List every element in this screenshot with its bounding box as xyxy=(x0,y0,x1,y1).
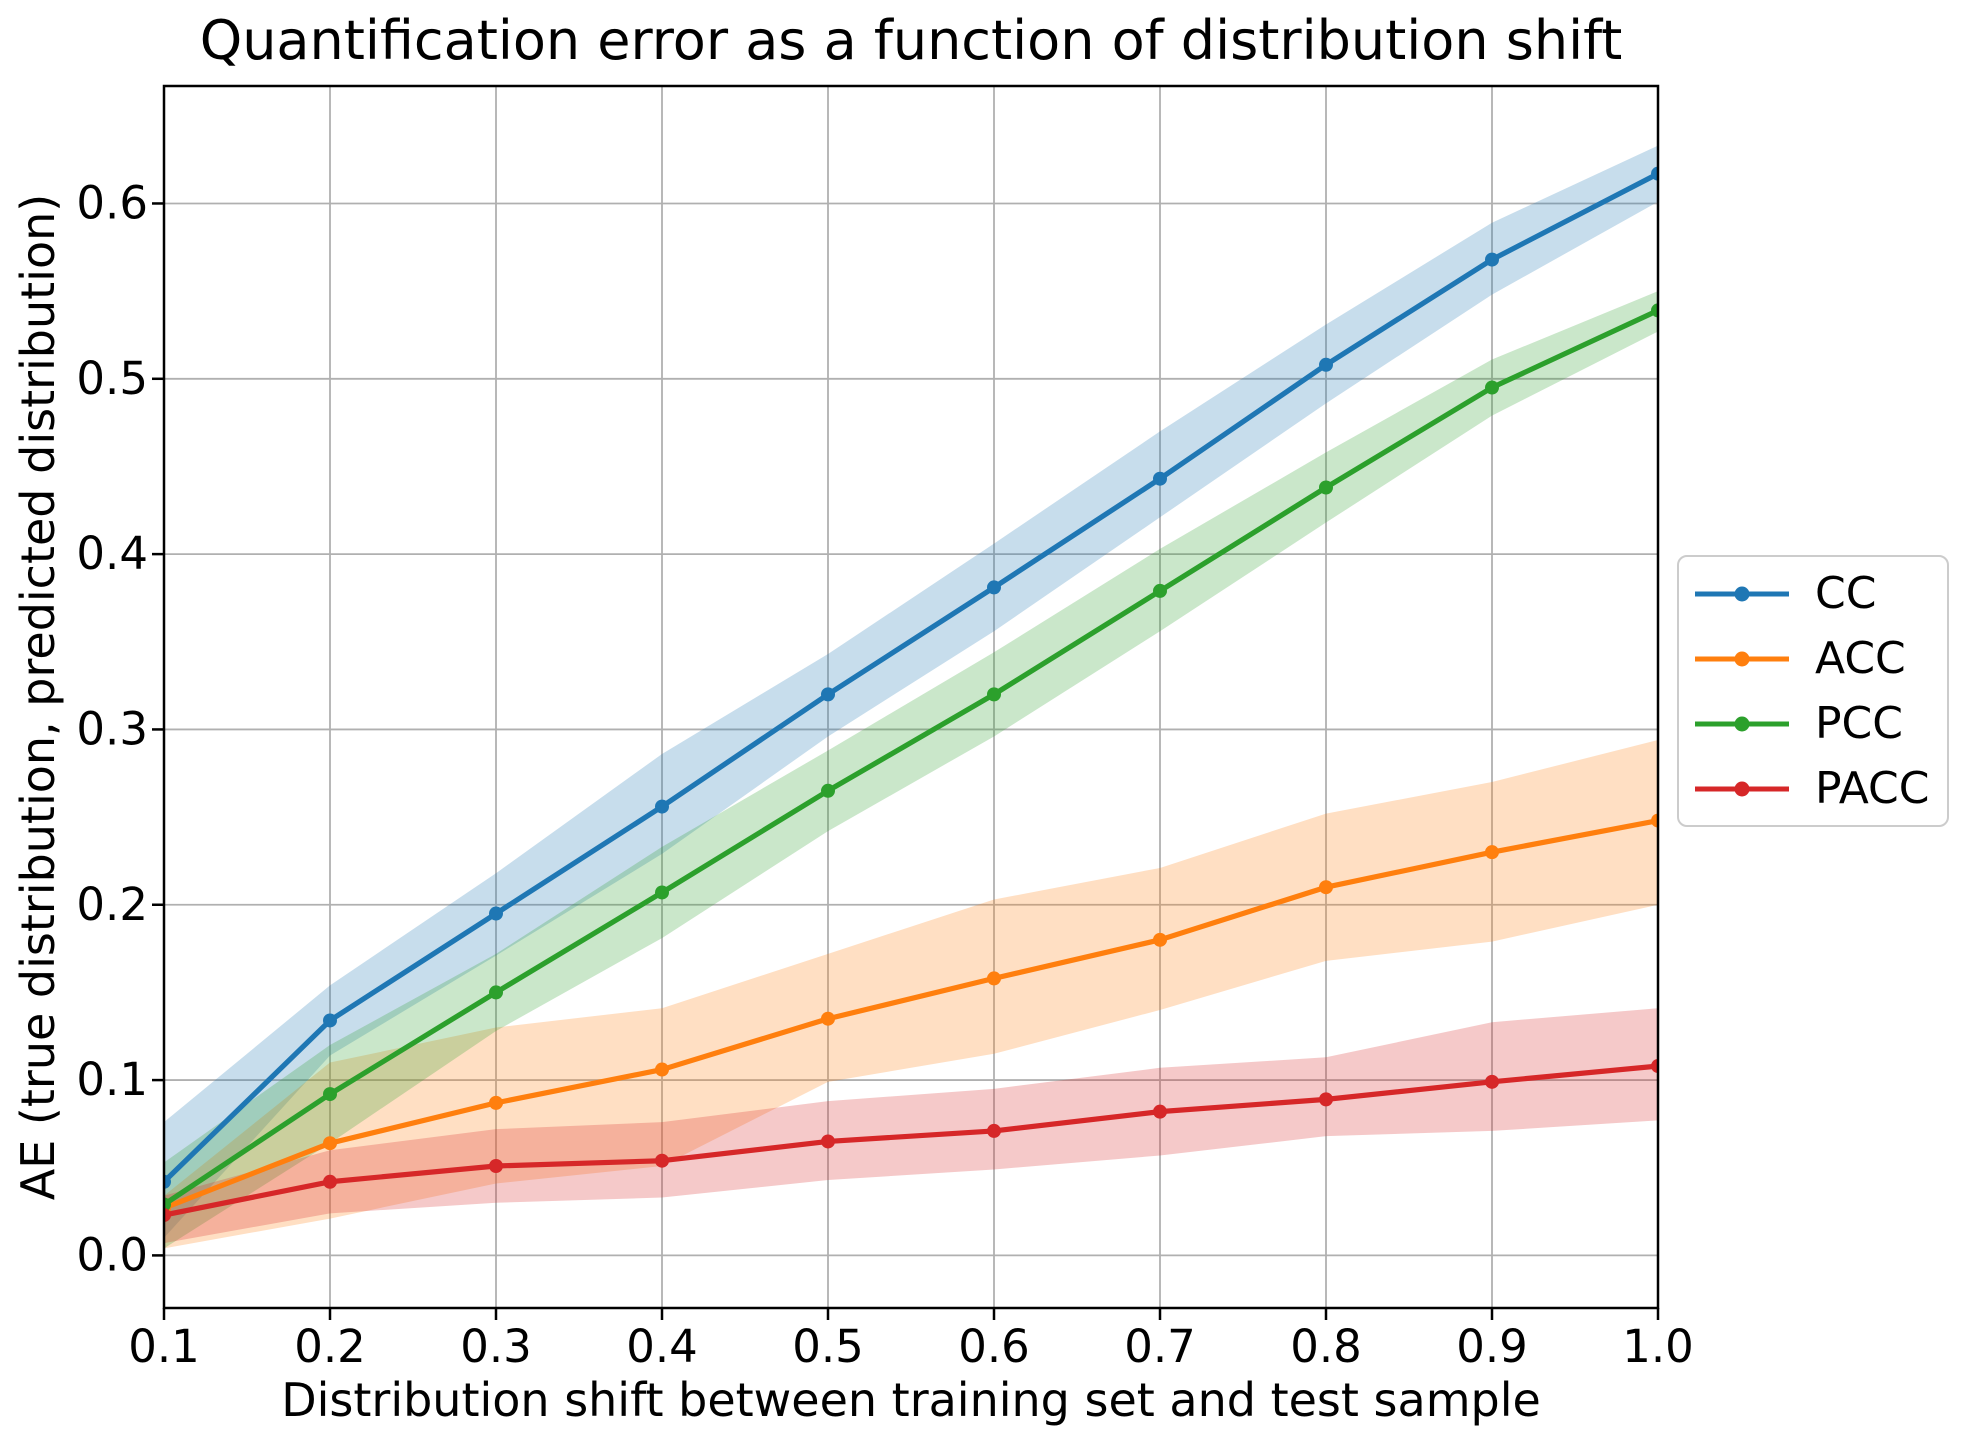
series-pacc xyxy=(164,1059,1658,1223)
y-axis-label: AE (true distribution, predicted distrib… xyxy=(11,193,65,1201)
legend-line-sample xyxy=(1695,781,1789,796)
band-cc xyxy=(164,145,1658,1238)
y-tick-label: 0.0 xyxy=(76,1228,148,1281)
band-acc xyxy=(164,739,1658,1249)
data-point-acc xyxy=(1651,813,1658,828)
x-axis-label: Distribution shift between training set … xyxy=(281,1373,1541,1427)
tick-labels: 0.1 0.2 0.3 0.4 0.5 0.6 0.7 0.8 0.9 1.0 0.0 0.1 0.2 0… xyxy=(76,176,1693,1373)
series-pcc xyxy=(164,303,1658,1212)
legend-label: PACC xyxy=(1815,762,1930,814)
x-tick-label: 1.0 xyxy=(1622,1320,1694,1373)
series-lines xyxy=(164,166,1658,1223)
legend-line-sample xyxy=(1695,586,1789,601)
x-tick-label: 0.4 xyxy=(626,1320,698,1373)
y-tick-label: 0.3 xyxy=(76,702,148,755)
y-tick-label: 0.1 xyxy=(76,1053,148,1106)
data-point-acc xyxy=(987,971,1001,986)
legend-label: CC xyxy=(1815,567,1877,619)
legend-item-cc: CC xyxy=(1693,561,1947,626)
band-pacc xyxy=(164,1008,1658,1244)
data-point-pcc xyxy=(1153,583,1167,598)
data-point-acc xyxy=(655,1062,669,1077)
data-point-pcc xyxy=(1651,303,1658,318)
data-point-acc xyxy=(489,1095,503,1110)
data-point-pcc xyxy=(1485,380,1499,395)
data-point-pcc xyxy=(1319,480,1333,495)
data-point-pcc xyxy=(821,783,835,798)
data-point-pacc xyxy=(1651,1059,1658,1074)
data-point-cc xyxy=(489,906,503,921)
series-cc xyxy=(164,166,1658,1189)
data-point-pcc xyxy=(655,885,669,900)
data-point-pacc xyxy=(655,1153,669,1168)
x-tick-label: 0.2 xyxy=(294,1320,366,1373)
y-tick-label: 0.6 xyxy=(76,176,148,229)
legend-line-sample xyxy=(1695,651,1789,666)
data-point-acc xyxy=(821,1011,835,1026)
x-tick-label: 0.8 xyxy=(1290,1320,1362,1373)
data-point-cc xyxy=(655,799,669,814)
data-point-pacc xyxy=(489,1158,503,1173)
data-point-pacc xyxy=(821,1134,835,1149)
band-pcc xyxy=(164,291,1658,1249)
x-tick-label: 0.6 xyxy=(958,1320,1030,1373)
data-point-pcc xyxy=(987,687,1001,702)
legend-item-pcc: PCC xyxy=(1693,691,1947,756)
data-point-pacc xyxy=(164,1208,171,1223)
confidence-bands xyxy=(164,145,1658,1249)
data-point-pacc xyxy=(1153,1104,1167,1119)
x-tick-label: 0.5 xyxy=(792,1320,864,1373)
legend-line-sample xyxy=(1695,716,1789,731)
data-point-pcc xyxy=(489,985,503,1000)
axes-spines xyxy=(162,84,1660,1310)
data-point-pcc xyxy=(323,1087,337,1102)
data-point-pcc xyxy=(164,1197,171,1212)
data-point-cc xyxy=(1319,357,1333,372)
x-tick-label: 0.3 xyxy=(460,1320,532,1373)
data-point-pacc xyxy=(1319,1092,1333,1107)
data-point-pacc xyxy=(323,1174,337,1189)
y-tick-label: 0.4 xyxy=(76,527,148,580)
data-point-pacc xyxy=(1485,1074,1499,1089)
data-point-acc xyxy=(1485,845,1499,860)
data-point-cc xyxy=(164,1174,171,1189)
data-point-acc xyxy=(1153,932,1167,947)
legend-item-pacc: PACC xyxy=(1693,756,1947,821)
data-point-pacc xyxy=(987,1123,1001,1138)
legend-label: PCC xyxy=(1815,697,1903,749)
x-tick-label: 0.7 xyxy=(1124,1320,1196,1373)
legend-box: CC ACC PCC PACC xyxy=(1677,555,1949,827)
y-tick-label: 0.5 xyxy=(76,352,148,405)
data-point-cc xyxy=(1651,166,1658,181)
data-point-acc xyxy=(323,1136,337,1151)
data-point-acc xyxy=(1319,880,1333,895)
data-point-cc xyxy=(323,1013,337,1028)
x-tick-label: 0.1 xyxy=(128,1320,200,1373)
data-point-cc xyxy=(987,580,1001,595)
tick-marks xyxy=(152,202,1660,1320)
legend-item-acc: ACC xyxy=(1693,626,1947,691)
legend-label: ACC xyxy=(1815,632,1906,684)
chart-title: Quantification error as a function of di… xyxy=(199,9,1623,72)
data-point-cc xyxy=(1485,252,1499,267)
data-point-cc xyxy=(821,687,835,702)
y-tick-label: 0.2 xyxy=(76,878,148,931)
x-tick-label: 0.9 xyxy=(1456,1320,1528,1373)
data-point-cc xyxy=(1153,471,1167,486)
